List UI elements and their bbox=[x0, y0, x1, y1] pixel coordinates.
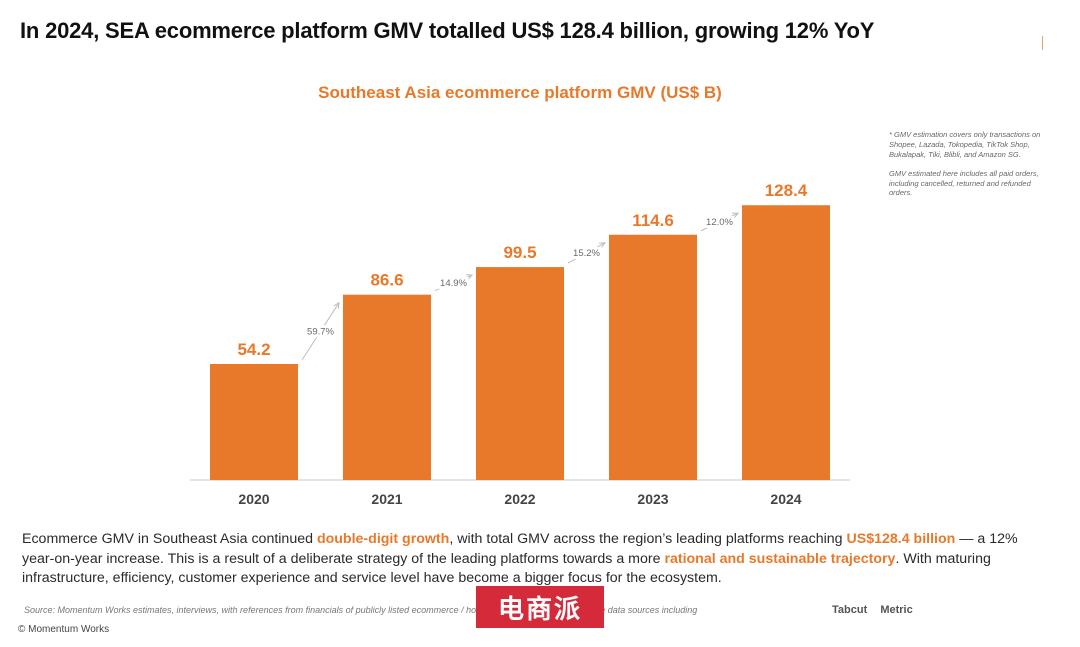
metric-logo: Metric bbox=[880, 604, 913, 616]
x-tick-label-2021: 2021 bbox=[371, 491, 402, 507]
gmv-bar-chart: Southeast Asia ecommerce platform GMV (U… bbox=[190, 83, 850, 507]
chart-footnote: * GMV estimation covers only transaction… bbox=[889, 130, 1049, 207]
bar-2023 bbox=[609, 234, 697, 480]
bar-2022 bbox=[476, 267, 564, 480]
growth-arrowhead-2022 bbox=[465, 274, 474, 280]
accent-divider bbox=[1042, 36, 1043, 50]
growth-arrowhead-2021 bbox=[333, 301, 340, 309]
copyright-notice: © Momentum Works bbox=[18, 624, 110, 635]
growth-label-bg-2023 bbox=[571, 246, 602, 259]
page-headline: In 2024, SEA ecommerce platform GMV tota… bbox=[20, 18, 875, 43]
watermark-logo: 电商派 bbox=[476, 586, 604, 628]
x-tick-label-2024: 2024 bbox=[770, 491, 801, 507]
footnote-coverage: * GMV estimation covers only transaction… bbox=[889, 130, 1041, 159]
growth-label-bg-2022 bbox=[438, 276, 469, 289]
summary-paragraph: Ecommerce GMV in Southeast Asia continue… bbox=[22, 530, 1052, 589]
footnote-definition: GMV estimated here includes all paid ord… bbox=[889, 168, 1039, 198]
growth-arrowhead-2023 bbox=[598, 242, 607, 248]
x-tick-label-2023: 2023 bbox=[637, 491, 668, 507]
x-tick-label-2020: 2020 bbox=[238, 491, 269, 507]
bar-2020 bbox=[210, 364, 298, 480]
chart-title: Southeast Asia ecommerce platform GMV (U… bbox=[318, 83, 722, 102]
growth-arrowhead-2024 bbox=[731, 212, 740, 219]
summary-highlight-gmv: US$128.4 billion bbox=[846, 531, 956, 547]
growth-label-bg-2024 bbox=[704, 215, 735, 228]
growth-label-2024: 12.0% bbox=[706, 217, 733, 228]
bar-value-label-2022: 99.5 bbox=[503, 243, 536, 262]
summary-text-3: — a 12% year-on-year increase. This is a… bbox=[22, 531, 1018, 567]
bar-value-label-2023: 114.6 bbox=[632, 211, 674, 230]
bars-layer: 54.2 2020 86.6 2021 99.5 2022 114.6 2023 128.4 20… bbox=[210, 181, 830, 507]
bar-value-label-2020: 54.2 bbox=[237, 340, 270, 359]
summary-text-1: Ecommerce GMV in Southeast Asia continue… bbox=[22, 531, 317, 547]
bar-value-label-2024: 128.4 bbox=[765, 181, 808, 200]
growth-label-2023: 15.2% bbox=[573, 248, 600, 259]
growth-label-2021: 59.7% bbox=[307, 326, 334, 337]
bar-2021 bbox=[343, 294, 431, 480]
summary-highlight-growth: double-digit growth bbox=[316, 531, 450, 547]
growth-label-2022: 14.9% bbox=[440, 278, 467, 289]
bar-2024 bbox=[742, 205, 830, 480]
growth-label-bg-2021 bbox=[305, 325, 336, 338]
tabcut-logo: Tabcut bbox=[832, 604, 868, 616]
x-tick-label-2022: 2022 bbox=[504, 491, 535, 507]
bar-value-label-2021: 86.6 bbox=[370, 271, 403, 290]
summary-text-4: . With maturing infrastructure, efficien… bbox=[22, 550, 991, 587]
summary-text-2: , with total GMV across the region’s lea… bbox=[449, 531, 847, 547]
source-note: Source: Momentum Works estimates, interv… bbox=[24, 605, 698, 615]
summary-highlight-trajectory: rational and sustainable trajectory bbox=[664, 550, 896, 567]
source-logos: Tabcut Metric bbox=[832, 604, 923, 616]
